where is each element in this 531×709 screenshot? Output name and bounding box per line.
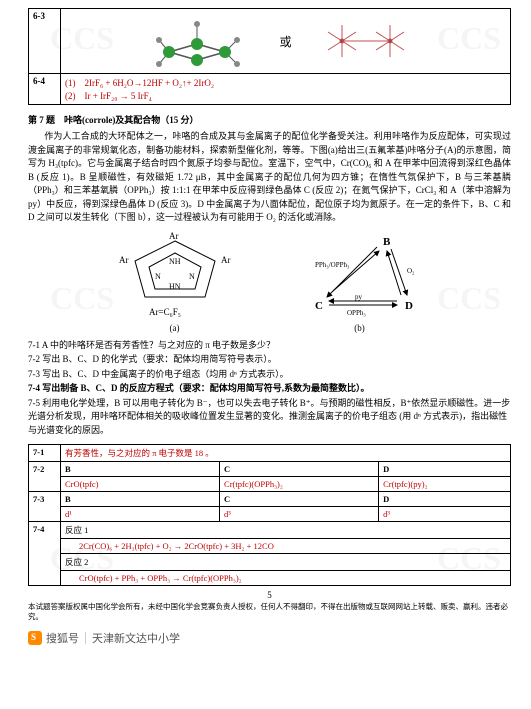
t7-4-r1e: 2Cr(CO)₆ + 2H₃(tpfc) + O₂ → 2CrO(tpfc) +… — [61, 539, 511, 554]
t7-4-r1t: 反应 1 — [61, 522, 511, 539]
t7-2-Bv: CrO(tpfc) — [61, 477, 220, 492]
cluster-diagram — [149, 14, 259, 68]
t7-3-Cv: d³ — [220, 507, 379, 522]
fig-a-label: (a) — [105, 323, 245, 333]
footer-text: 本试题答案版权属中国化学会所有，未经中国化学会竞赛负责人授权，任何人不得翻印，不… — [28, 602, 511, 622]
t7-1-val: 有芳香性，与之对应的 π 电子数是 18 。 — [61, 445, 511, 462]
t7-3-Dv: d³ — [379, 507, 511, 522]
t7-4-label: 7-4 — [29, 522, 61, 586]
q7-paragraph: 作为人工合成的大环配体之一，咔咯的合成及其与金属离子的配位化学备受关注。利用咔咯… — [28, 130, 511, 225]
radial-diagram — [312, 14, 422, 68]
svg-text:NH: NH — [169, 257, 181, 266]
svg-text:PPh₃/OPPh₃: PPh₃/OPPh₃ — [315, 261, 350, 269]
t7-2-label: 7-2 — [29, 462, 61, 492]
page-number: 5 — [28, 590, 511, 600]
svg-text:B: B — [383, 236, 391, 248]
t7-3-Bv: d¹ — [61, 507, 220, 522]
figure-b: B C D PPh₃/OPPh₃ O₂ py OPPh₃ (b) — [285, 231, 435, 333]
q7-title: 第 7 题 咔咯(corrole)及其配合物（15 分） — [28, 113, 511, 126]
svg-text:Ar=C₆F₅: Ar=C₆F₅ — [149, 307, 181, 317]
fig-b-label: (b) — [285, 323, 435, 333]
sohu-author: 天津新文达中小学 — [92, 630, 180, 646]
svg-text:Ar: Ar — [169, 231, 179, 241]
table-6: 6-3 — [28, 8, 511, 105]
q7-4: 7-4 写出制备 B、C、D 的反应方程式（要求：配体均用简写符号,系数为最简整… — [28, 382, 511, 396]
diagram-63: 或 — [65, 11, 506, 71]
t7-3-D: D — [379, 492, 511, 507]
sohu-icon — [28, 631, 42, 645]
svg-text:HN: HN — [169, 282, 181, 291]
q7-5: 7-5 利用电化学处理，B 可以用电子转化为 B⁻，也可以失去电子转化 B⁺。与… — [28, 397, 511, 438]
divider — [85, 632, 86, 644]
q7-2: 7-2 写出 B、C、D 的化学式（要求：配体均用简写符号表示）。 — [28, 353, 511, 367]
svg-text:N: N — [189, 272, 195, 281]
answer-table-7: 7-1 有芳香性，与之对应的 π 电子数是 18 。 7-2 B C D CrO… — [28, 444, 511, 586]
t7-2-C: C — [220, 462, 379, 477]
t7-4-r2e: CrO(tpfc) + PPh₃ + OPPh₃ → Cr(tpfc)(OPPh… — [61, 571, 511, 586]
svg-text:Ar: Ar — [119, 255, 129, 265]
row-63-label: 6-3 — [29, 9, 61, 74]
t7-3-B: B — [61, 492, 220, 507]
or-word: 或 — [279, 33, 291, 50]
svg-text:py: py — [355, 293, 363, 301]
svg-text:O₂: O₂ — [407, 267, 415, 275]
t7-3-label: 7-3 — [29, 492, 61, 522]
eq-64-2: (2) Ir + IrF₂₀ → 5 IrF₄ — [65, 89, 506, 102]
t7-3-C: C — [220, 492, 379, 507]
t7-2-Dv: Cr(tpfc)(py)₂ — [379, 477, 511, 492]
svg-text:OPPh₃: OPPh₃ — [347, 309, 366, 317]
svg-text:D: D — [405, 300, 413, 312]
figure-a: NH N N HN Ar Ar Ar Ar=C₆F₅ (a) — [105, 231, 245, 333]
q7-1: 7-1 A 中的咔咯环是否有芳香性？与之对应的 π 电子数是多少？ — [28, 339, 511, 353]
svg-text:C: C — [315, 300, 323, 312]
source-attribution: 搜狐号 天津新文达中小学 — [28, 630, 511, 646]
svg-text:N: N — [155, 272, 161, 281]
t7-2-B: B — [61, 462, 220, 477]
q7-3: 7-3 写出 B、C、D 中金属离子的价电子组态（均用 dⁿ 方式表示）。 — [28, 368, 511, 382]
svg-text:Ar: Ar — [221, 255, 231, 265]
t7-4-r2t: 反应 2 — [61, 554, 511, 571]
t7-2-Cv: Cr(tpfc)(OPPh₃)₂ — [220, 477, 379, 492]
figure-row: NH N N HN Ar Ar Ar Ar=C₆F₅ (a) B C D PPh… — [28, 231, 511, 333]
t7-1-label: 7-1 — [29, 445, 61, 462]
row-64-label: 6-4 — [29, 74, 61, 105]
t7-2-D: D — [379, 462, 511, 477]
sohu-brand: 搜狐号 — [46, 630, 79, 646]
eq-64-1: (1) 2IrF₆ + 6H₂O→12HF + O₂↑+ 2IrO₂ — [65, 76, 506, 89]
